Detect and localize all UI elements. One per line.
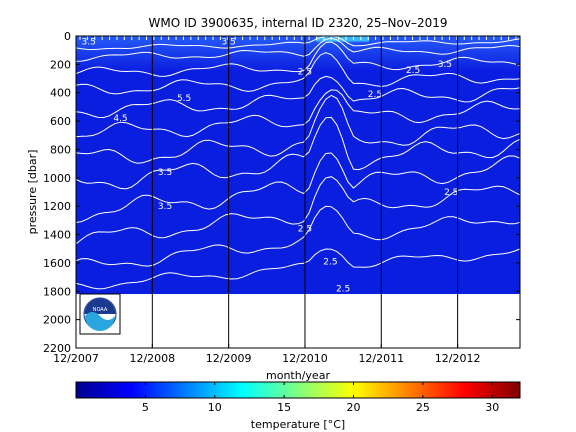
colorbar-ticks: 5 10 15 20 25 30	[142, 382, 499, 414]
colorbar-scale	[75, 381, 521, 399]
y-tick-label: 1000	[43, 172, 71, 185]
temperature-contours	[76, 36, 520, 290]
x-axis: 12/2007 12/2008 12/2009 12/2010 12/2011 12/20…	[53, 344, 480, 365]
temperature-field	[76, 36, 520, 348]
contour-label: 3.5	[438, 60, 452, 70]
colorbar-tick-label: 15	[277, 401, 291, 414]
y-tick-label: 1800	[43, 285, 71, 298]
y-tick-label: 1200	[43, 200, 71, 213]
contour-line	[76, 36, 520, 51]
plot-frame	[75, 35, 521, 349]
x-tick-label: 12/2008	[129, 352, 175, 365]
svg-text:NOAA: NOAA	[93, 307, 108, 313]
contour-line	[76, 89, 520, 138]
y-tick-label: 0	[64, 30, 71, 43]
contour-line	[76, 52, 520, 95]
colorbar-tick-label: 30	[485, 401, 499, 414]
warm-surface-patch	[315, 36, 370, 42]
colorbar-label: temperature [°C]	[251, 418, 345, 431]
contour-line	[76, 152, 520, 223]
contour-line	[76, 248, 520, 290]
colorbar-tick-label: 10	[208, 401, 222, 414]
y-tick-label: 2000	[43, 314, 71, 327]
x-tick-label: 12/2007	[53, 352, 99, 365]
contour-line	[76, 94, 520, 164]
y-tick-label: 800	[50, 143, 71, 156]
contour-line	[76, 75, 520, 119]
x-tick-label: 12/2011	[358, 352, 404, 365]
y-axis-label: pressure [dbar]	[26, 150, 39, 235]
contour-line	[76, 41, 520, 77]
y-axis: 0 200 400 600 800 1000 1200 1400 1600 1800 2000 220…	[43, 30, 520, 355]
contour-label: 2.5	[336, 284, 350, 294]
contour-label: 3.5	[82, 38, 96, 48]
colorbar-tick-label: 20	[347, 401, 361, 414]
contour-line	[76, 176, 520, 245]
x-axis-label: month/year	[266, 369, 330, 382]
contour-label: 2.5	[323, 257, 337, 267]
no-data-region	[76, 294, 520, 348]
x-tick-label: 12/2009	[206, 352, 252, 365]
y-tick-label: 2200	[43, 342, 71, 355]
temperature-field-body	[76, 36, 520, 295]
contour-label: 5.5	[177, 94, 191, 104]
contour-line	[76, 205, 520, 267]
y-tick-label: 1400	[43, 229, 71, 242]
plot-area: 3.5 3.55.54.53.53.52.52.52.53.52.52.52.52…	[43, 30, 521, 365]
contour-line	[76, 37, 520, 62]
contour-line	[76, 116, 520, 190]
colorbar-tick-label: 5	[142, 401, 149, 414]
colorbar-tick-label: 25	[416, 401, 430, 414]
x-tick-label: 12/2010	[282, 352, 328, 365]
x-tick-label: 12/2012	[435, 352, 481, 365]
contour-label: 2.5	[368, 90, 382, 100]
contour-label: 2.5	[444, 188, 458, 198]
noaa-logo: NOAA	[79, 293, 121, 335]
contour-label: 3.5	[158, 202, 172, 212]
contour-label: 4.5	[113, 114, 127, 124]
contour-label: 2.5	[406, 66, 420, 76]
chart-title: WMO ID 3900635, internal ID 2320, 25–Nov…	[149, 16, 448, 30]
contour-label: 3.5	[158, 168, 172, 178]
y-tick-label: 400	[50, 87, 71, 100]
y-tick-label: 200	[50, 58, 71, 71]
y-tick-label: 600	[50, 115, 71, 128]
vertical-reference-lines	[151, 36, 459, 348]
colorbar: 5 10 15 20 25 30 temperature [°C]	[75, 381, 521, 431]
y-tick-label: 1600	[43, 257, 71, 270]
